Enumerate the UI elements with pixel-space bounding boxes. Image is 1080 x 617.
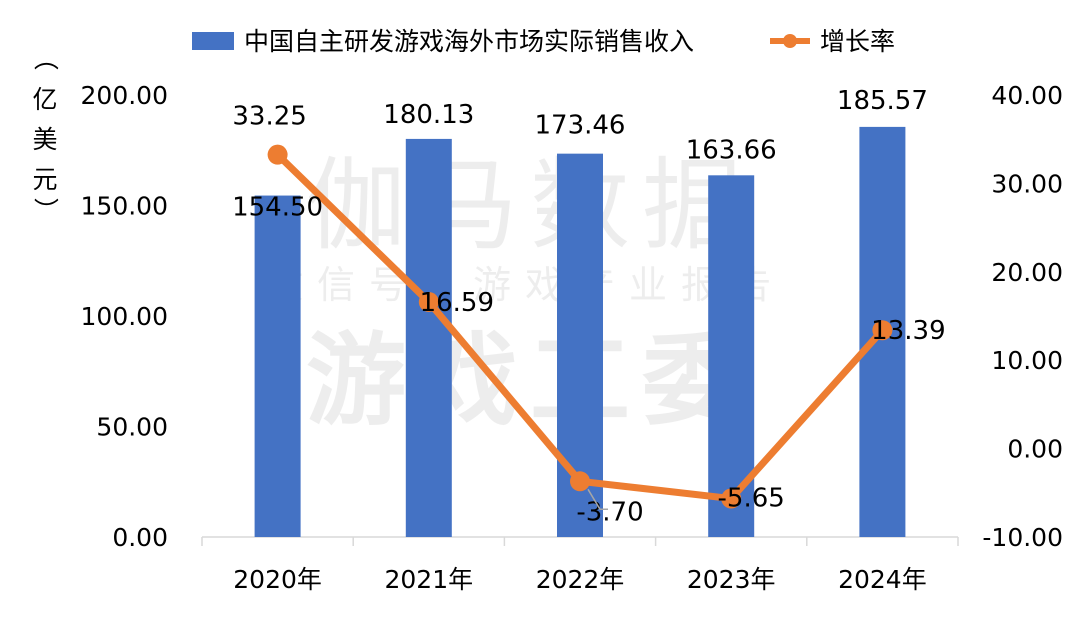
right-tick-label: 20.00	[991, 258, 1063, 287]
line-marker	[418, 291, 439, 312]
right-tick-label: 30.00	[991, 169, 1063, 198]
right-axis-ticks: -10.00 0.00 10.00 20.00 30.00 40.00	[982, 81, 1063, 552]
x-tick-label: 2020年	[233, 565, 322, 594]
line-data-label: 33.25	[232, 102, 306, 132]
line-data-labels: 33.25 16.59 -3.70 -5.65 13.39	[232, 102, 945, 528]
right-tick-label: 10.00	[991, 346, 1063, 375]
left-tick-label: 100.00	[81, 302, 168, 331]
x-axis-ticks	[201, 537, 959, 546]
unit-char: 元	[32, 165, 57, 194]
legend: 中国自主研发游戏海外市场实际销售收入 增长率	[192, 27, 895, 56]
unit-char: 亿	[32, 85, 57, 114]
legend-swatch-marker	[783, 34, 797, 48]
legend-label-line: 增长率	[820, 27, 895, 56]
watermark: 伽马数据 微信号：游戏产业报告 游戏工委	[265, 147, 785, 439]
bar-data-labels: 154.50 180.13 173.46 163.66 185.57	[232, 86, 928, 223]
left-tick-label: 0.00	[112, 523, 168, 552]
line-marker	[872, 320, 893, 341]
left-axis-ticks: 0.00 50.00 100.00 150.00 200.00	[81, 81, 168, 552]
x-axis-labels: 2020年 2021年 2022年 2023年 2024年	[233, 565, 926, 594]
legend-label-bar: 中国自主研发游戏海外市场实际销售收入	[244, 27, 694, 56]
line-series	[267, 144, 893, 509]
label-leader-line	[587, 488, 608, 511]
left-axis-unit: （ 亿美元 ）	[31, 45, 60, 222]
right-tick-label: -10.00	[982, 523, 1063, 552]
bar-data-label: 185.57	[837, 86, 928, 116]
line-data-label: 13.39	[871, 316, 945, 346]
line-data-label: 16.59	[420, 288, 494, 318]
x-tick-label: 2023年	[687, 565, 776, 594]
line-marker	[721, 488, 742, 509]
x-tick-label: 2024年	[838, 565, 927, 594]
x-tick-label: 2021年	[384, 565, 473, 594]
bar	[405, 138, 452, 537]
watermark-line1: 伽马数据	[306, 147, 754, 264]
right-tick-label: 0.00	[1007, 435, 1063, 464]
bar-data-label: 180.13	[383, 100, 474, 130]
bar	[254, 195, 301, 537]
line-data-label: -5.65	[718, 484, 785, 514]
line-marker	[267, 144, 288, 165]
line-marker	[570, 471, 590, 492]
unit-char: （	[31, 45, 60, 70]
unit-char: 美	[32, 125, 57, 154]
bar-data-label: 173.46	[535, 111, 626, 141]
right-tick-label: 40.00	[991, 81, 1063, 110]
line-data-label: -3.70	[576, 497, 643, 527]
bar-data-label: 163.66	[686, 135, 777, 165]
watermark-line2: 微信号：游戏产业报告	[265, 263, 785, 307]
left-tick-label: 50.00	[96, 413, 168, 442]
left-tick-label: 150.00	[81, 192, 168, 221]
legend-swatch-bar	[192, 32, 234, 50]
unit-char: ）	[31, 197, 60, 222]
x-tick-label: 2022年	[536, 565, 625, 594]
bar-data-label: 154.50	[232, 193, 323, 223]
left-tick-label: 200.00	[81, 81, 168, 110]
